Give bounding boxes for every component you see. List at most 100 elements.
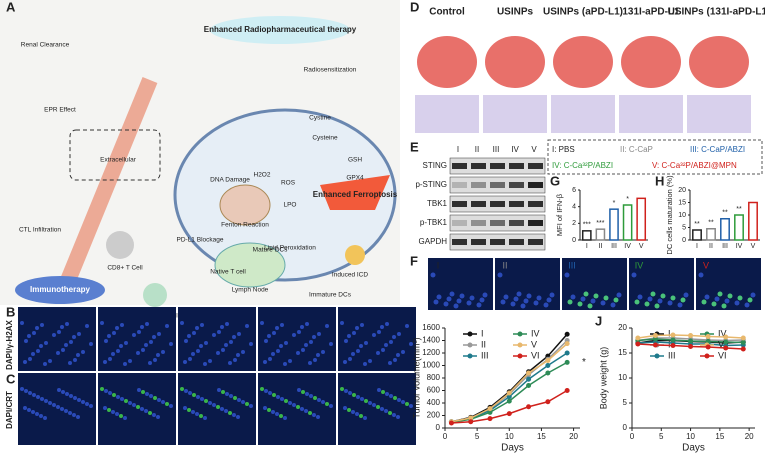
- nucleus-dot: [68, 411, 72, 415]
- nucleus-dot: [40, 397, 44, 401]
- cell-dot: [482, 292, 488, 298]
- band: [509, 239, 524, 245]
- legend-entry: V: C-Ca³²P/ABZI@MPN: [652, 161, 737, 170]
- x-tick-label: I: [586, 243, 588, 250]
- point: [564, 341, 570, 347]
- nucleus-dot: [236, 415, 240, 419]
- nucleus-dot: [288, 359, 292, 363]
- nucleus-dot: [300, 407, 304, 411]
- diagram-label: H2O2: [254, 172, 271, 179]
- cell-dot: [536, 295, 542, 301]
- point: [652, 336, 658, 342]
- nucleus-dot: [149, 340, 153, 344]
- y-axis-label: MFI of IFN-β: [555, 193, 564, 236]
- nucleus-dot: [380, 407, 384, 411]
- nucleus-dot: [356, 349, 360, 353]
- y-tick-label: 10: [678, 212, 686, 219]
- nucleus-dot: [271, 410, 275, 414]
- point: [705, 344, 711, 350]
- fluor-label: IV: [635, 260, 644, 270]
- nucleus-dot: [199, 344, 203, 348]
- nucleus-dot: [61, 390, 65, 394]
- nucleus-dot: [184, 389, 188, 393]
- x-tick-label: 10: [686, 432, 695, 441]
- band: [528, 220, 543, 226]
- nucleus-dot: [200, 397, 204, 401]
- cell-dot: [503, 294, 509, 300]
- nucleus-dot: [149, 394, 153, 398]
- point: [526, 404, 532, 410]
- nucleus-dot: [245, 402, 249, 406]
- cell-dot: [721, 303, 727, 309]
- nucleus-dot: [221, 390, 225, 394]
- cell-dot: [567, 299, 573, 305]
- cell-dot: [430, 272, 436, 278]
- nucleus-dot: [68, 361, 72, 365]
- legend-entry: IV: [531, 328, 540, 338]
- nucleus-dot: [128, 401, 132, 405]
- nucleus-dot: [157, 398, 161, 402]
- legend-entry: II: C-CaP: [620, 145, 653, 154]
- point: [723, 334, 729, 340]
- cell-dot: [587, 303, 593, 309]
- nucleus-dot: [216, 351, 220, 355]
- nucleus-dot: [305, 322, 309, 326]
- point: [635, 335, 641, 341]
- nucleus-dot: [279, 344, 283, 348]
- y-axis-label: Tumor volume(mm³): [411, 337, 421, 418]
- nucleus-dot: [111, 410, 115, 414]
- band: [528, 201, 543, 207]
- cell-dot: [644, 301, 650, 307]
- nucleus-dot: [351, 410, 355, 414]
- bar: [692, 229, 702, 241]
- nucleus-dot: [343, 360, 347, 364]
- nucleus-dot: [72, 413, 76, 417]
- legend-entry: I: PBS: [552, 145, 575, 154]
- diagram-label: Enhanced Ferroptosis: [313, 190, 398, 199]
- nucleus-dot: [212, 403, 216, 407]
- cell-dot: [526, 293, 532, 299]
- nucleus-dot: [229, 394, 233, 398]
- legend-marker: [654, 353, 660, 359]
- nucleus-dot: [388, 411, 392, 415]
- diagram-label: DNA Damage: [210, 177, 250, 184]
- nucleus-dot: [161, 400, 165, 404]
- nucleus-dot: [73, 396, 77, 400]
- nucleus-dot: [263, 360, 267, 364]
- lane-label: I: [457, 145, 459, 154]
- nucleus-dot: [183, 406, 187, 410]
- legend-entry: IV: [718, 328, 727, 338]
- point: [688, 333, 694, 338]
- lung-title: USINPs: [497, 7, 534, 18]
- nucleus-dot: [120, 323, 124, 327]
- nucleus-dot: [23, 406, 27, 410]
- nucleus-dot: [104, 339, 108, 343]
- nucleus-dot: [111, 352, 115, 356]
- nucleus-dot: [43, 362, 47, 366]
- cell-dot: [701, 299, 707, 305]
- nucleus-dot: [36, 395, 40, 399]
- nucleus-dot: [64, 343, 68, 347]
- nucleus-dot: [180, 321, 184, 325]
- significance: *: [582, 357, 586, 368]
- nucleus-dot: [108, 391, 112, 395]
- panel-letter: F: [410, 253, 418, 268]
- cell-dot: [734, 300, 740, 306]
- nucleus-dot: [119, 344, 123, 348]
- lung: [689, 36, 749, 88]
- nucleus-dot: [368, 401, 372, 405]
- series-line: [451, 333, 568, 423]
- point: [545, 363, 551, 368]
- nucleus-dot: [132, 403, 136, 407]
- y-tick-label: 0: [436, 423, 441, 432]
- y-tick-label: 1000: [422, 361, 440, 370]
- cell-dot: [583, 291, 589, 297]
- nucleus-dot: [128, 359, 132, 363]
- nucleus-dot: [304, 409, 308, 413]
- nucleus-dot: [180, 387, 184, 391]
- protein-label: p-TBK1: [420, 218, 448, 227]
- nucleus-dot: [24, 389, 28, 393]
- nucleus-dot: [39, 414, 43, 418]
- nucleus-dot: [359, 414, 363, 418]
- nucleus-dot: [376, 351, 380, 355]
